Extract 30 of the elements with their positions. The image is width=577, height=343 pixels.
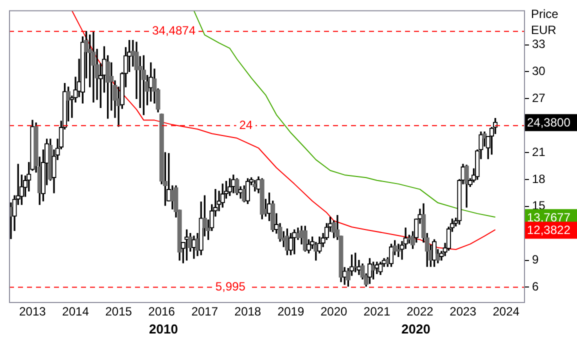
text: 2010 bbox=[149, 322, 178, 337]
x-tick-label: 2022 bbox=[406, 304, 434, 319]
x-tick-label: 2013 bbox=[19, 304, 46, 319]
y-tick-label: 21 bbox=[532, 144, 546, 159]
x-tick-label: 2016 bbox=[148, 304, 176, 319]
y-tick-label: 30 bbox=[532, 64, 546, 78]
candlestick bbox=[91, 30, 96, 103]
x-tick-label: 2019 bbox=[277, 304, 304, 319]
y-tick-label: 9 bbox=[532, 252, 539, 267]
y-tick-label: 27 bbox=[532, 90, 546, 105]
x-tick-label: 2014 bbox=[62, 304, 90, 319]
ref-line-label: 34,4874 bbox=[152, 24, 196, 38]
x-tick-label: 2017 bbox=[191, 304, 218, 319]
x-tick-label: 2015 bbox=[105, 304, 132, 319]
x-tick-label: 2024 bbox=[492, 304, 520, 319]
x-tick-label: 2021 bbox=[364, 304, 391, 319]
y-tick-label: 15 bbox=[532, 198, 546, 213]
ref-line-label: 24 bbox=[239, 118, 253, 132]
y-tick-label: 18 bbox=[532, 172, 546, 186]
x-tick-label: 2018 bbox=[234, 304, 262, 319]
ref-line-label: 5,995 bbox=[215, 280, 246, 294]
y-tick-label: 6 bbox=[532, 280, 539, 294]
text: 24,3800 bbox=[527, 115, 571, 130]
text: 12,3822 bbox=[527, 223, 571, 238]
y-axis-title: Price EUR bbox=[531, 6, 560, 38]
x-tick-label: 2023 bbox=[450, 304, 477, 319]
y-tick-label: 33 bbox=[532, 37, 546, 52]
x-tick-label: 2020 bbox=[320, 304, 348, 319]
text: 13,7677 bbox=[527, 210, 571, 224]
text: 2020 bbox=[401, 322, 430, 337]
